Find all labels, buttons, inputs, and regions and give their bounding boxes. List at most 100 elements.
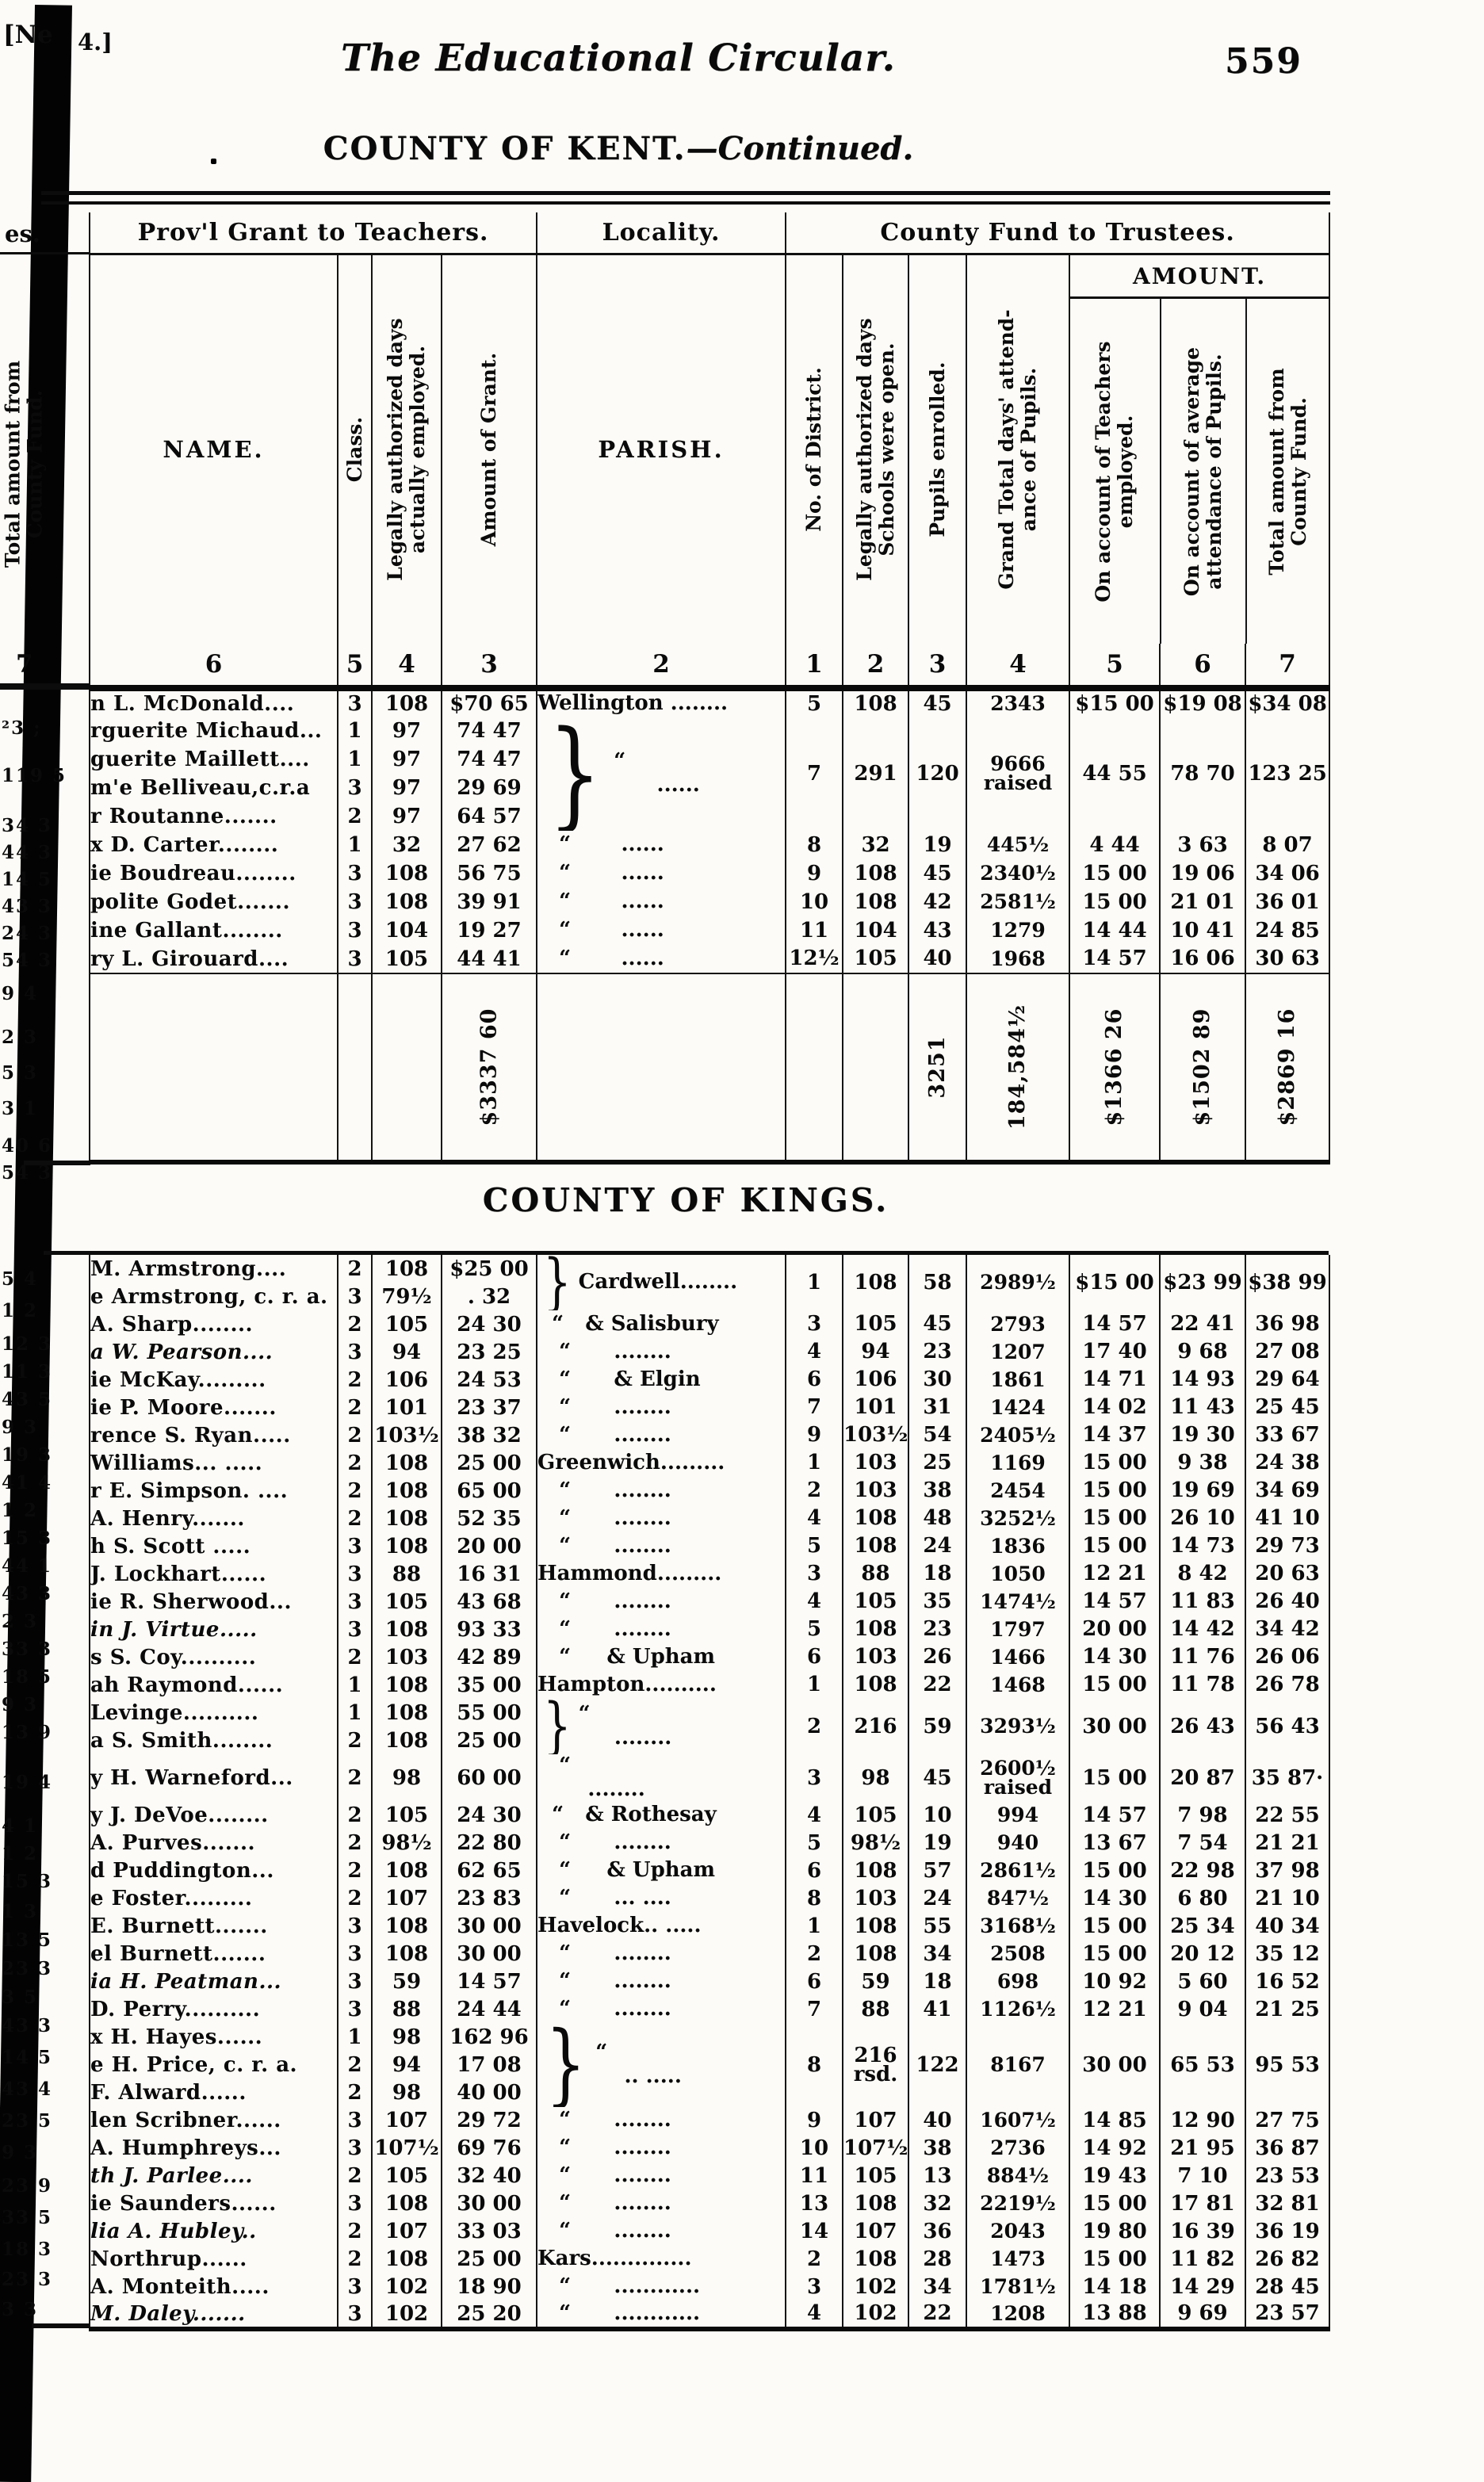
grand-total-cell: 3293½ [966,1699,1070,1754]
left-margin-fragment: 5 4 [2,1268,39,1290]
amt-attendance-cell: 21 95 [1160,2134,1246,2163]
pupils-cell: 40 [908,945,968,973]
table-row: A. Humphreys... 3 107½ 69 76 “ ........ 10 10… [90,2134,1330,2163]
amt-total-cell: 8 07 [1245,831,1331,859]
parish-label: “ ............ [537,2274,701,2299]
parish-cell: Havelock.. ..... [537,1912,786,1941]
table-row: n L. McDonald.... 3 108 $70 65 Wellington ..… [90,688,1331,717]
colnum-district: 1 [786,644,844,691]
district-cell: 2 [786,1699,843,1754]
parish-cell: “ & Rothesay [537,1801,786,1830]
grand-total-cell: 2989½ [966,1255,1070,1310]
pupils-cell: 28 [908,2245,967,2274]
teacher-name: A. Purves....... [90,1829,338,1857]
teacher-name: ia H. Peatman... [90,1968,338,1996]
colnum-parish: 2 [537,644,787,691]
band-locality: Locality. [537,212,787,255]
amt-teachers-cell: 4 44 [1069,831,1161,859]
amt-attendance-cell: 16 06 [1160,945,1247,973]
table-row: y H. Warneford... 2 98 60 00 “ ........ 3 98 4… [90,1754,1330,1802]
left-margin-fragment: 9 4 [2,983,39,1004]
grand-total-cell: 1473 [966,2245,1070,2274]
pupils-cell: 31 [908,1394,967,1421]
table-row: e Foster......... 2 107 23 83 “ ... .... 8 10… [90,1884,1330,1913]
parish-label: “ ........ [559,1754,645,1801]
district-cell: 4 [786,1338,843,1366]
left-margin-fragment: 11 3 [2,1361,53,1383]
days-employed-cell: 98 [372,2079,442,2107]
page-number: 559 [1225,41,1302,82]
amt-total-cell: 36 87 [1245,2134,1330,2163]
teacher-name: s S. Coy.......... [90,1643,338,1671]
grant-amount-cell: 29 69 [442,774,538,802]
amt-teachers-cell: 14 92 [1069,2134,1161,2163]
teacher-name: rence S. Ryan..... [90,1421,338,1449]
pupils-cell: 35 [908,1588,967,1616]
amt-teachers-cell: 15 00 [1069,859,1161,888]
parish-label: “ ... .... [537,1886,671,1910]
pupils-cell: 34 [908,1940,967,1968]
class-cell: 2 [338,1829,373,1857]
table-row: x D. Carter........ 1 32 27 62 “ ...... 8 32 1… [90,831,1331,859]
pupils-cell: 22 [908,1671,967,1699]
left-margin-fragment: 1 2 [2,1500,39,1521]
days-open-cell: 94 [843,1338,909,1366]
table-row: x H. Hayes...... 1 98 162 96} “ .. ..... 8 216… [90,2023,1330,2107]
days-employed-cell: 94 [372,2051,442,2079]
group-brace: } [545,2023,587,2107]
grand-total-cell: 1607½ [966,2106,1070,2135]
teacher-name: ry L. Girouard.... [90,945,338,973]
amt-attendance-cell: 19 69 [1160,1477,1246,1505]
totals-days-empty [372,973,442,1162]
parish-label: “ .. ..... [595,2040,682,2089]
column-number-row: 6 5 4 3 2 1 2 3 4 5 6 7 [90,644,1331,691]
amt-teachers-cell: 15 00 [1069,2245,1161,2274]
teacher-name: lia A. Hubley.. [90,2217,338,2246]
colnum-grand: 4 [966,644,1071,691]
header-name-label: NAME. [163,436,265,463]
left-margin-fragment: 18 5 [2,1666,53,1688]
pupils-cell: 48 [908,1505,967,1532]
parish-label: “ & Upham [537,1644,716,1669]
parish-cell: “ ...... [537,831,787,859]
class-cell: 3 [338,1940,373,1968]
left-margin-fragment: 9 3 [2,1417,39,1438]
class-cell: 1 [338,1699,373,1727]
left-margin-fragment: 9 3 [2,1694,39,1715]
header-district-label: No. of District. [802,367,826,532]
district-cell: 11 [786,916,844,945]
parish-cell: } “ .. ..... [537,2023,786,2107]
kent-section-heading: COUNTY OF KENT.—Continued. [262,130,975,167]
teacher-name: ie Boudreau........ [90,859,338,888]
days-employed-cell: 98½ [372,1829,442,1857]
totals-class-empty [338,973,373,1162]
grant-amount-cell: 23 25 [442,1338,537,1366]
parish-label: “ ........ [537,1997,671,2021]
totals-parish-empty [537,973,787,1162]
class-cell: 2 [338,1421,373,1449]
left-margin-fragment: 40 6 [2,1135,53,1157]
days-open-cell: 103 [843,1477,909,1505]
amount-subcolumns: On account of Teachers employed. On acco… [1070,299,1328,644]
totals-days-open-empty [843,973,910,1162]
grant-amount-cell: 14 57 [442,1968,537,1996]
days-employed-cell: 108 [372,1857,442,1885]
amt-total-cell: 21 25 [1245,1995,1330,2024]
teacher-name: e H. Price, c. r. a. [90,2051,338,2079]
parish-label: “ ...... [537,946,664,970]
class-cell: 3 [338,2273,373,2301]
district-cell: 3 [786,2273,843,2301]
margin-fragment-left: [Ne [3,21,53,49]
parish-label: “ ........ [537,1533,671,1558]
teacher-name: th J. Parlee.... [90,2162,338,2190]
pupils-cell: 55 [908,1912,967,1941]
district-cell: 1 [786,1255,843,1310]
district-cell: 12½ [786,945,844,973]
grant-amount-cell: $25 00 [442,1255,537,1283]
grant-amount-cell: 43 68 [442,1588,537,1616]
days-employed-cell: 105 [372,2162,442,2190]
grand-total-cell: 698 [966,1968,1070,1996]
class-cell: 2 [338,1255,373,1283]
totals-district-empty [786,973,844,1162]
grand-total-cell: 2581½ [966,888,1071,916]
